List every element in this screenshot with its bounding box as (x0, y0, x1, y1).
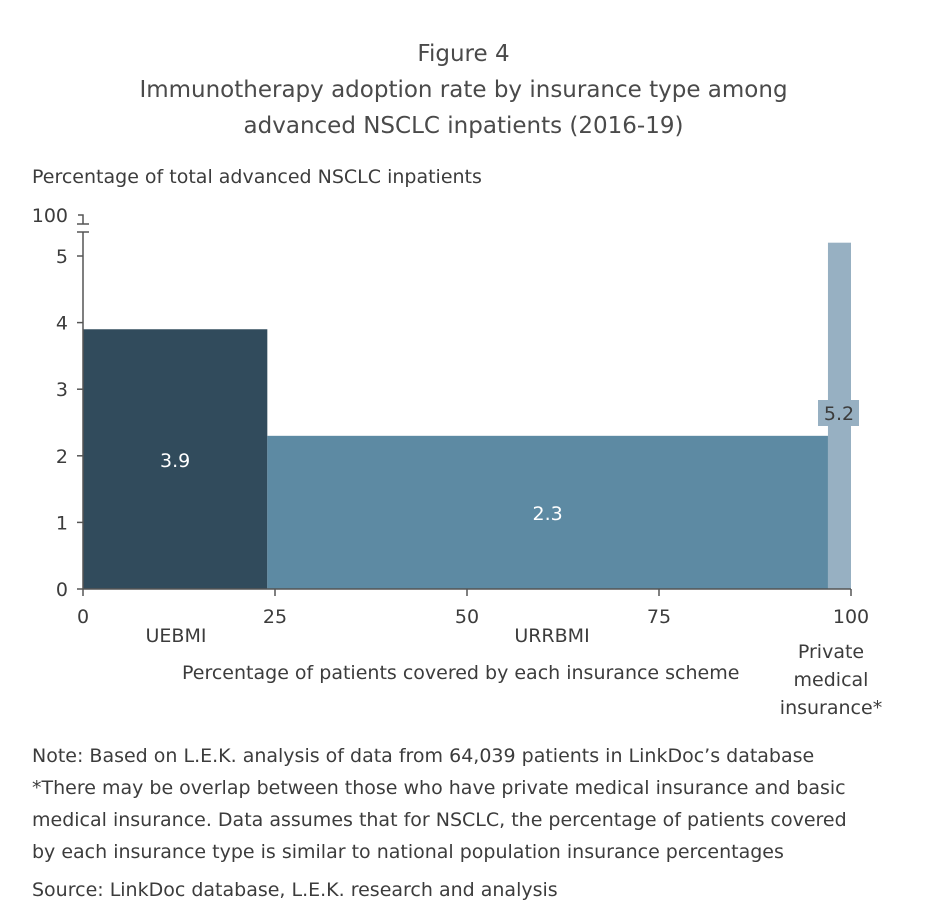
y-tick-label: 4 (56, 313, 68, 335)
data-label-box (818, 400, 859, 426)
x-tick-label: 25 (263, 606, 287, 628)
y-tick-label: 5 (56, 246, 68, 268)
note-line: Note: Based on L.E.K. analysis of data f… (32, 745, 815, 767)
notes: Note: Based on L.E.K. analysis of data f… (32, 740, 847, 906)
x-tick-label: 100 (833, 606, 869, 628)
y-tick-label: 2 (56, 446, 68, 468)
source-line: Source: LinkDoc database, L.E.K. researc… (32, 879, 558, 901)
data-label: 3.9 (160, 450, 190, 472)
bar-uebmi (83, 329, 268, 589)
note-line: *There may be overlap between those who … (32, 777, 846, 799)
x-tick-label: 0 (77, 606, 89, 628)
category-label-urrbmi: URRBMI (514, 625, 589, 647)
x-axis-label: Percentage of patients covered by each i… (182, 662, 740, 684)
y-tick-label: 0 (56, 579, 68, 601)
x-tick-label: 75 (647, 606, 671, 628)
category-label-private: insurance* (780, 697, 882, 719)
bar-urrbmi (267, 435, 828, 589)
note-line: by each insurance type is similar to nat… (32, 841, 784, 863)
y-axis-label: Percentage of total advanced NSCLC inpat… (32, 166, 482, 188)
note-line: medical insurance. Data assumes that for… (32, 809, 847, 831)
data-label: 2.3 (533, 503, 563, 525)
category-label-private: Private (798, 641, 864, 663)
category-label-private: medical (794, 669, 869, 691)
figure-number: Figure 4 (417, 41, 510, 67)
x-tick-label: 50 (455, 606, 479, 628)
category-label-uebmi: UEBMI (146, 625, 207, 647)
chart-title-line-2: advanced NSCLC inpatients (2016-19) (243, 113, 684, 139)
y-tick-label: 3 (56, 379, 68, 401)
data-label: 5.2 (824, 403, 854, 425)
chart-title-line-1: Immunotherapy adoption rate by insurance… (139, 77, 788, 103)
y-tick-label: 1 (56, 512, 68, 534)
y-tick-label: 100 (32, 205, 68, 227)
y-axis-break-top (77, 214, 89, 225)
